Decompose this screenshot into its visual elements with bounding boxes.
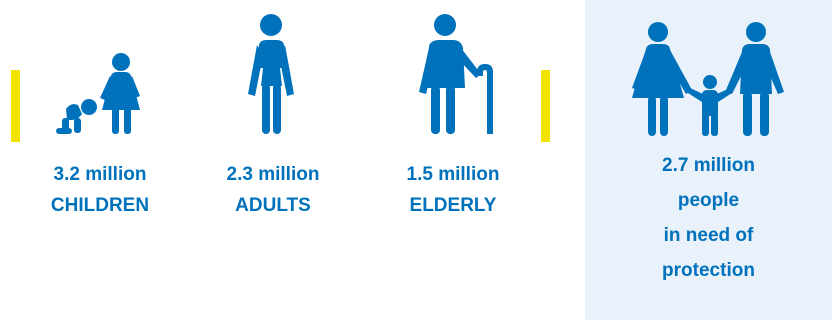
children-icon	[56, 53, 140, 134]
protection-line-4: protection	[662, 260, 755, 281]
adult-icon	[248, 14, 294, 134]
protection-line-3: in need of	[663, 225, 754, 246]
protection-line-2: people	[677, 190, 740, 211]
adults-caption: 2.3 million ADULTS	[193, 159, 353, 221]
family-icon	[632, 22, 784, 136]
right-divider	[541, 70, 550, 142]
protection-panel	[585, 0, 832, 320]
elderly-value: 1.5 million	[406, 164, 500, 185]
elderly-caption: 1.5 million ELDERLY	[373, 159, 533, 221]
elderly-icon	[419, 14, 493, 134]
protection-line-1: 2.7 million	[662, 155, 755, 176]
elderly-label: ELDERLY	[409, 195, 497, 216]
children-value: 3.2 million	[53, 164, 147, 185]
children-label: CHILDREN	[50, 195, 150, 216]
adults-label: ADULTS	[235, 195, 311, 216]
left-divider	[11, 70, 20, 142]
children-caption: 3.2 million CHILDREN	[20, 159, 180, 221]
adults-value: 2.3 million	[226, 164, 320, 185]
protection-text: 2.7 million people in need of protection	[585, 148, 832, 288]
